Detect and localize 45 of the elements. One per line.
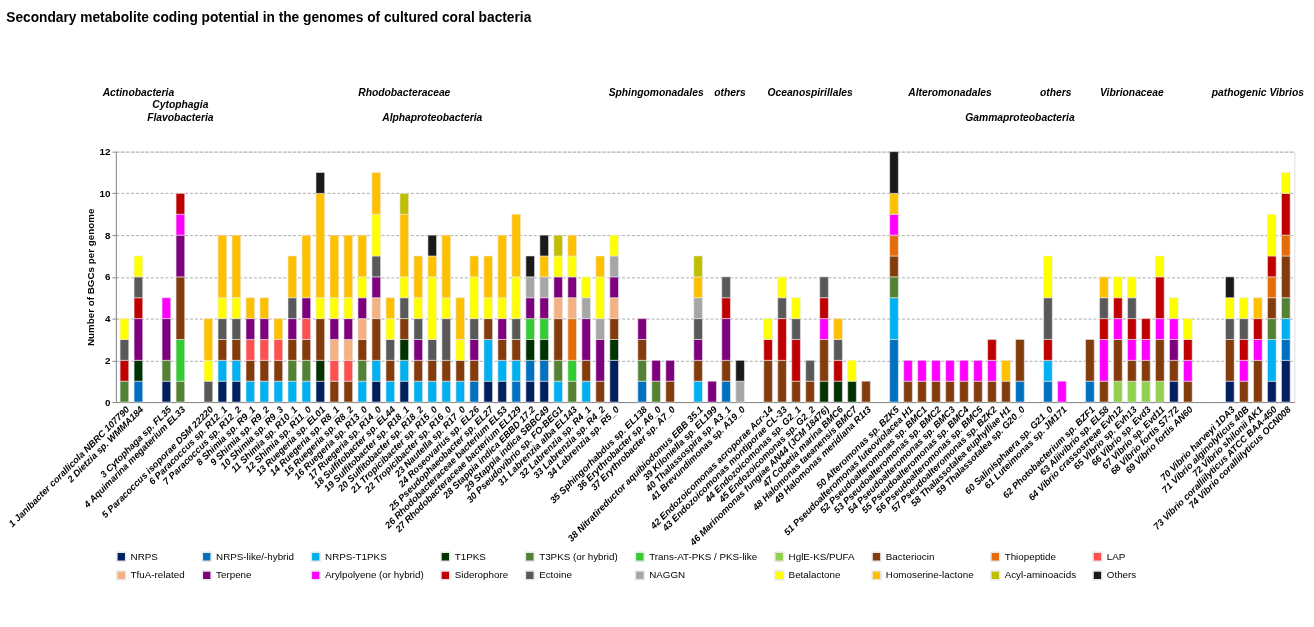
legend-label: NRPS (130, 550, 159, 562)
legend-label: Arylpolyene (or hybrid) (325, 569, 424, 581)
bar (861, 380, 871, 403)
legend-label: T1PKS (454, 550, 487, 562)
y-tick-label: 2 (105, 354, 112, 366)
y-axis-title: Number of BGCs per genome (84, 208, 96, 347)
legend-label: NRPS-like/-hybrid (216, 550, 295, 562)
legend-label: HglE-KS/PUFA (788, 550, 856, 562)
legend-label: LAP (1106, 550, 1126, 562)
text: Vibrionaceae (1100, 86, 1165, 98)
text: Oceanospirillales (767, 86, 853, 98)
legend-label: Others (1106, 569, 1137, 581)
text: Actinobacteria (101, 86, 175, 98)
legend-label: Trans-AT-PKS / PKS-like (649, 550, 758, 562)
y-tick-label: 12 (99, 146, 112, 158)
y-tick-label: 4 (105, 313, 112, 325)
legend-label: T3PKS (or hybrid) (539, 550, 618, 562)
text: pathogenic Vibrios (1210, 86, 1305, 98)
legend-label: Homoserine-lactone (885, 569, 975, 581)
text: others (714, 86, 747, 98)
legend-label: Siderophore (454, 569, 509, 581)
legend-label: NAGGN (649, 569, 686, 581)
y-tick-label: 0 (105, 396, 112, 408)
bar (1057, 380, 1067, 403)
text: Alphaproteobacteria (381, 112, 483, 124)
y-tick-label: 6 (105, 271, 112, 283)
legend-label: Bacteriocin (885, 550, 935, 562)
text: Flavobacteria (147, 112, 214, 124)
legend-label: TfuA-related (130, 569, 185, 581)
legend-label: Terpene (216, 569, 253, 581)
legend-label: Acyl-aminoacids (1004, 569, 1077, 581)
text: Gammaproteobacteria (965, 112, 1075, 124)
text: others (1040, 86, 1072, 98)
legend-label: Thiopeptide (1004, 550, 1057, 562)
legend-label: Ectoine (539, 569, 573, 581)
bar (707, 380, 717, 403)
text: Rhodobacteraceae (358, 86, 451, 98)
chart-title: Secondary metabolite coding potential in the genomes of cultured coral bacteria (6, 10, 532, 25)
text: Cytophagia (152, 99, 209, 111)
y-tick-label: 8 (105, 229, 112, 241)
text: Alteromonadales (907, 86, 993, 98)
legend-label: Betalactone (788, 569, 841, 581)
text: Sphingomonadales (608, 86, 704, 98)
y-tick-label: 10 (99, 187, 112, 199)
legend-label: NRPS-T1PKS (325, 550, 388, 562)
